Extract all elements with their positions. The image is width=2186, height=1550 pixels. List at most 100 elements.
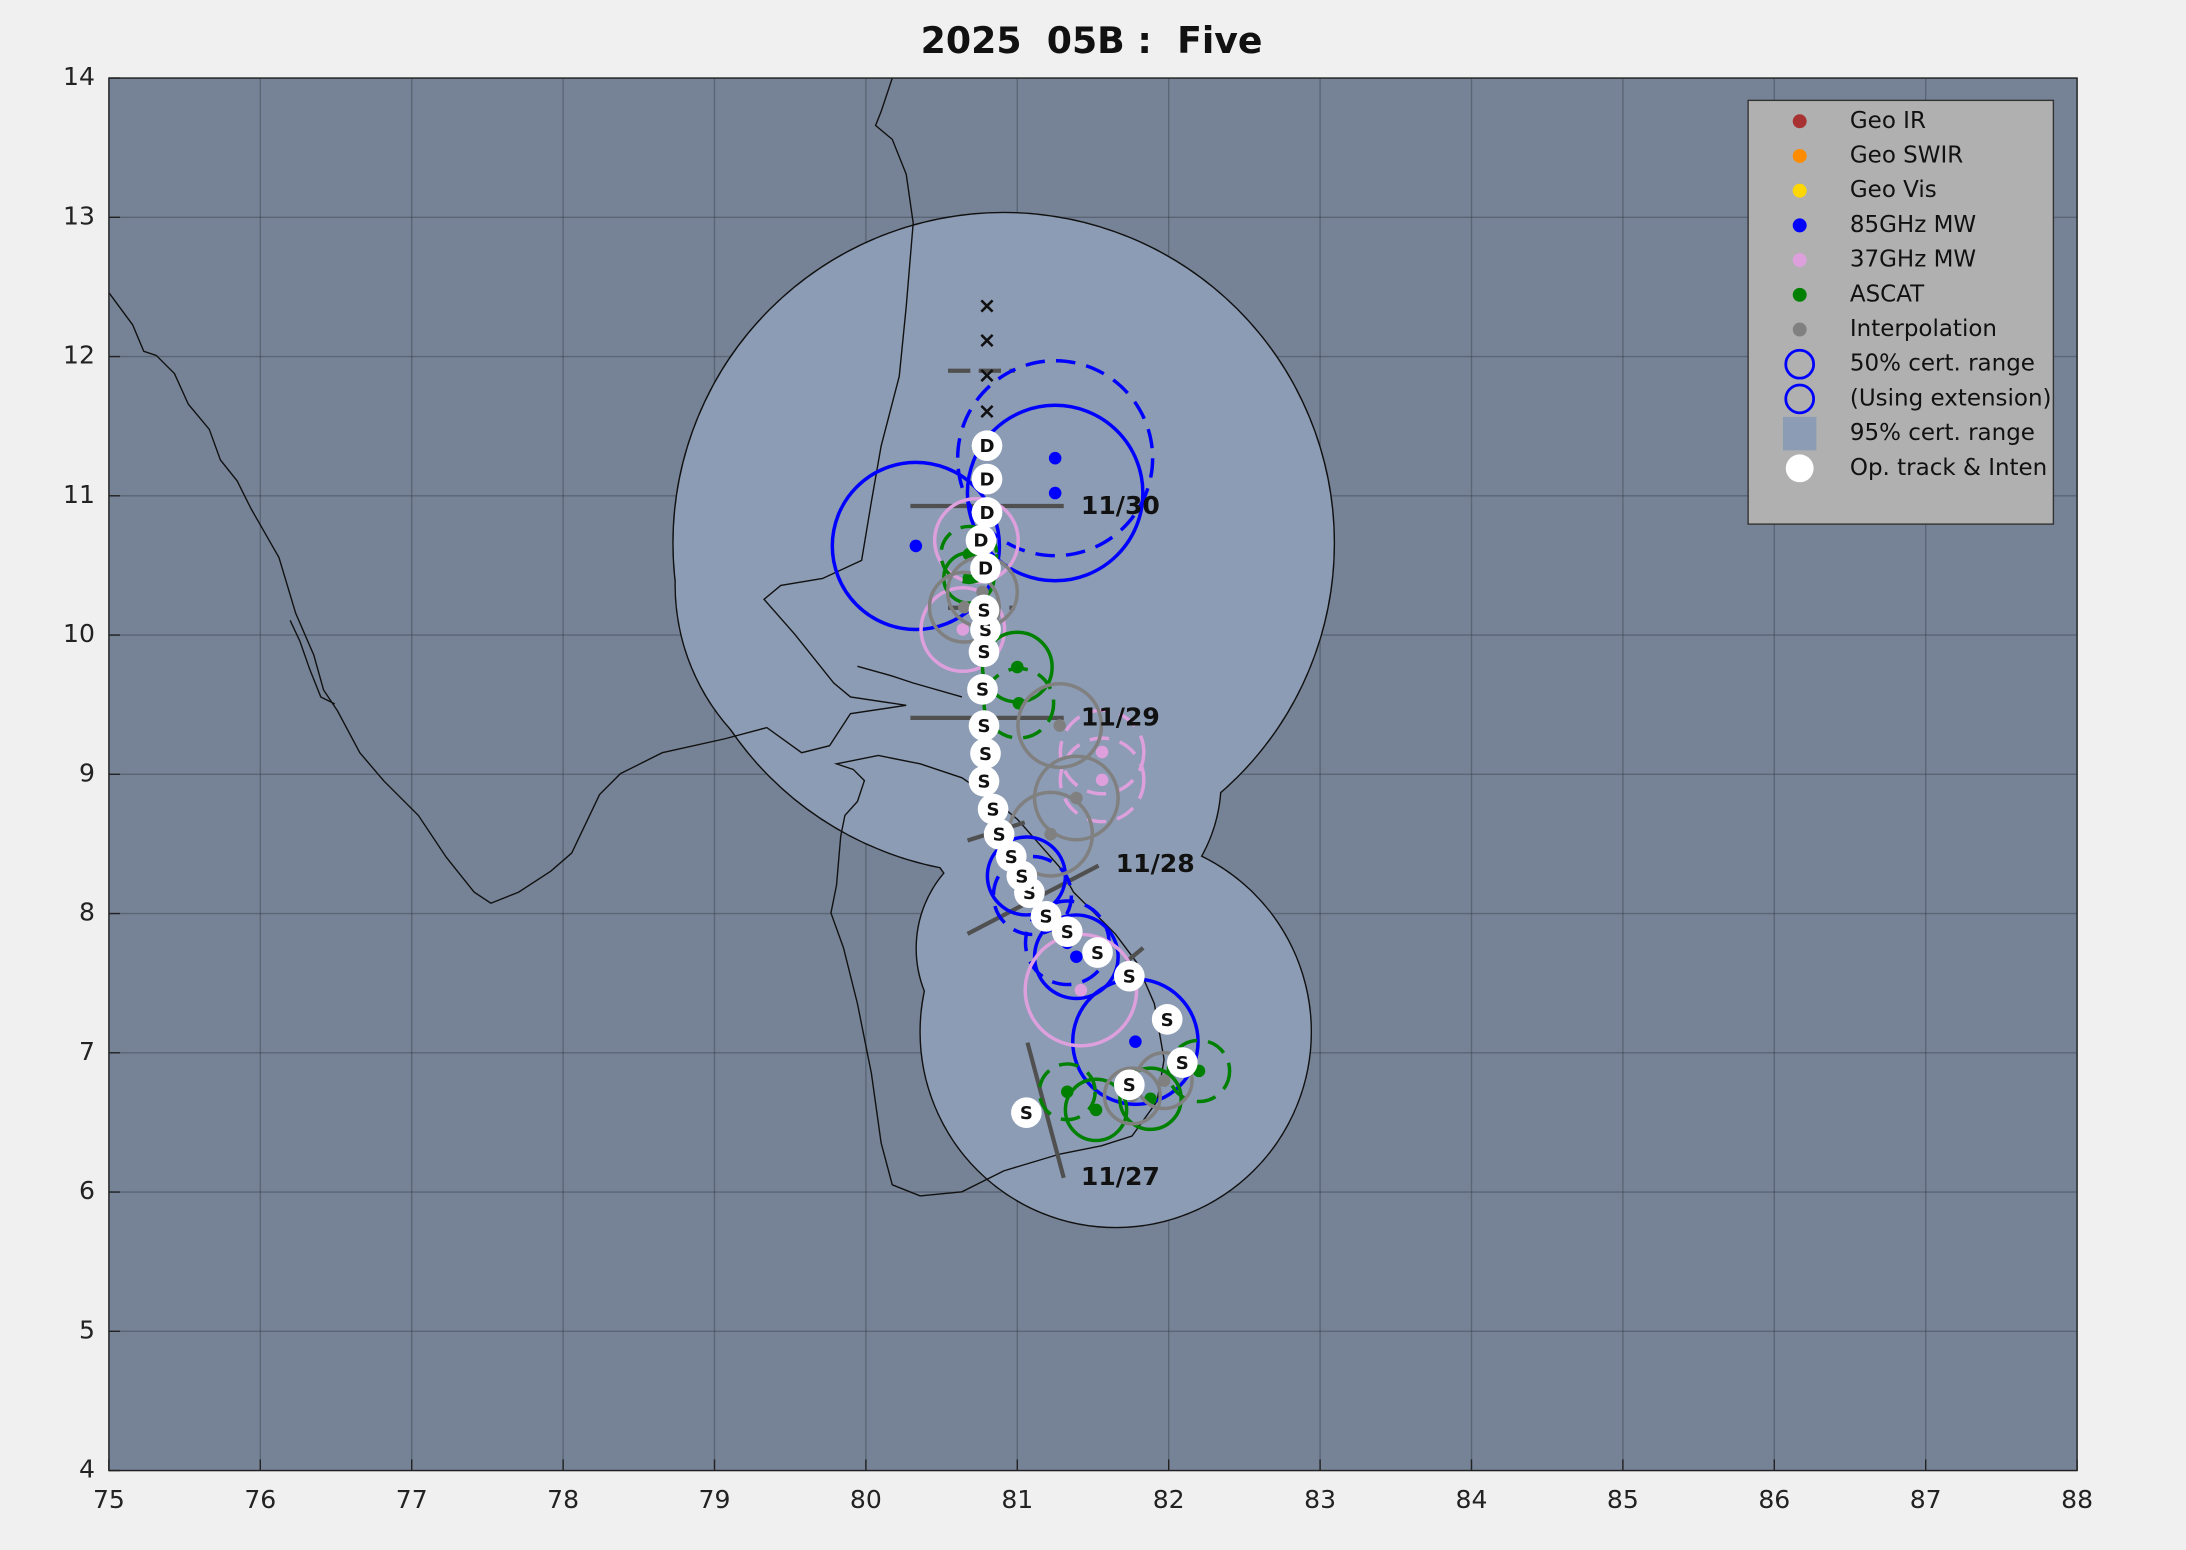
fix-point: [1157, 1074, 1171, 1087]
fix-point: [1044, 827, 1057, 841]
legend-label: 85GHz MW: [1850, 212, 1976, 238]
track-label: S: [976, 680, 989, 701]
fix-point: [956, 623, 970, 636]
x-tick-label: 79: [699, 1485, 731, 1514]
legend-label: 95% cert. range: [1850, 420, 2035, 446]
fix-point: [1011, 660, 1024, 674]
fix-point: [1089, 1103, 1103, 1117]
legend-marker: [1792, 183, 1807, 198]
fix-point: [1070, 791, 1083, 805]
y-tick-label: 9: [79, 758, 95, 787]
track-point: [968, 710, 1000, 741]
cert-circle: [1063, 1077, 1129, 1143]
legend-label: (Using extension): [1850, 385, 2052, 411]
fix-point: [1060, 1085, 1074, 1099]
track-point: [1011, 1097, 1042, 1129]
track-point: [1114, 1069, 1145, 1101]
legend-marker: [1792, 287, 1807, 302]
cert-circle: [991, 854, 1074, 937]
x-tick-label: 83: [1304, 1485, 1336, 1514]
track-label: S: [1005, 847, 1018, 868]
cert-circle: [830, 460, 1002, 632]
fix-point: [958, 600, 971, 614]
track-point: [971, 463, 1003, 495]
forecast-point: ×: [978, 293, 997, 319]
track-point: [968, 594, 1000, 626]
cert-circle: [1032, 754, 1120, 842]
legend-box: [1747, 99, 2055, 525]
legend-marker: [1792, 218, 1807, 233]
forecast-point: ×: [978, 399, 997, 425]
track-label: S: [977, 772, 990, 793]
legend-label: Geo SWIR: [1850, 142, 1963, 168]
track-label: S: [1061, 922, 1074, 943]
x-tick-label: 85: [1607, 1485, 1639, 1514]
y-tick-label: 12: [63, 341, 95, 370]
track-label: D: [979, 469, 994, 490]
coast-detail: [289, 619, 963, 705]
track-point: [970, 552, 1001, 584]
legend-marker: [1784, 383, 1816, 415]
track-point: [968, 765, 1000, 797]
track-point: [971, 430, 1003, 462]
legend: Geo IR Geo SWIR Geo Vis 85GHz MW 37GHz MW ASC…: [1747, 99, 2055, 525]
track-label: S: [1123, 1075, 1136, 1096]
legend-label: Geo Vis: [1850, 177, 1937, 203]
track-label: S: [1091, 943, 1104, 964]
track-label: S: [1161, 1010, 1174, 1031]
date-label: 11/27: [1081, 1162, 1160, 1191]
fix-point: [1074, 983, 1088, 997]
x-tick-label: 76: [244, 1485, 276, 1514]
cert-circle: [1102, 1066, 1162, 1126]
legend-label: Geo IR: [1850, 108, 1926, 134]
fix-point: [1095, 745, 1109, 759]
track-label: S: [1015, 866, 1028, 887]
legend-label: 50% cert. range: [1850, 351, 2035, 377]
annotations: 11/27 11/28 11/29 11/30: [1081, 491, 1195, 1191]
y-tick-label: 14: [63, 62, 95, 91]
cert-circle: [1166, 1038, 1232, 1104]
legend-marker: [1785, 454, 1814, 483]
cert-circle: [965, 403, 1145, 583]
x-tick-label: 82: [1153, 1485, 1185, 1514]
coast-india: [108, 77, 914, 905]
fix-point: [1048, 451, 1062, 465]
forecast-point: ×: [978, 363, 997, 389]
y-tick-label: 6: [79, 1176, 95, 1205]
track-point: [1114, 960, 1145, 992]
y-tick-label: 4: [79, 1455, 95, 1484]
track-point: [971, 497, 1003, 528]
y-tick-label: 7: [79, 1037, 95, 1066]
y-tick-label: 10: [63, 619, 95, 648]
x-tick-label: 86: [1758, 1485, 1790, 1514]
date-label: 11/28: [1116, 849, 1195, 878]
fix-point: [1129, 1035, 1142, 1048]
legend-marker: [1792, 149, 1807, 163]
cert-circle: [919, 585, 1007, 674]
legend-marker: [1792, 322, 1807, 337]
cert-circle: [955, 358, 1155, 558]
track-label: D: [979, 503, 994, 524]
fix-point: [1070, 950, 1083, 963]
y-tick-label: 8: [79, 898, 95, 927]
track-label: S: [1040, 907, 1053, 928]
cert-circle: [1118, 1066, 1183, 1132]
track-label: S: [977, 600, 990, 621]
track-label: S: [1176, 1053, 1189, 1074]
x-tick-label: 75: [93, 1485, 125, 1514]
axes: 75 76 77 78 79 80 81 82 83 84 85 86 87 88456789101112…: [63, 62, 2093, 1514]
fixes: [830, 358, 1232, 1143]
track-label: S: [979, 744, 992, 765]
fix-point: [1095, 773, 1109, 787]
track-point: [1082, 937, 1113, 968]
coastlines: [108, 77, 1165, 1197]
y-tick-label: 5: [79, 1315, 95, 1344]
legend-label: ASCAT: [1850, 281, 1925, 307]
fix-point: [909, 539, 923, 553]
y-tick-label: 13: [63, 201, 95, 230]
track-point: [977, 793, 1009, 825]
track-label: D: [973, 531, 988, 552]
